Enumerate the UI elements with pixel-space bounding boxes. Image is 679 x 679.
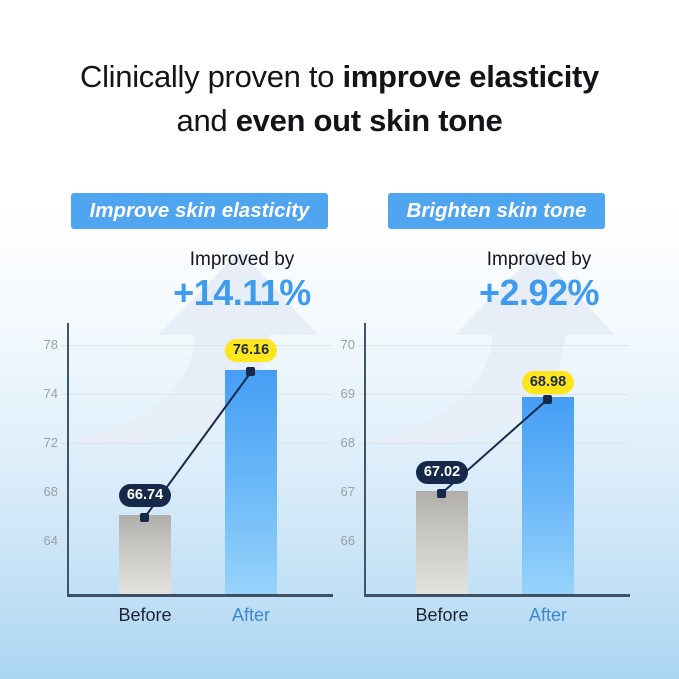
gridline (358, 541, 629, 542)
chart-title-badge: Brighten skin tone (387, 193, 606, 229)
x-axis-line (67, 594, 333, 597)
bar-after (522, 397, 574, 595)
value-badge-before: 66.74 (119, 484, 171, 507)
chart-title-badge: Improve skin elasticity (70, 193, 329, 229)
x-axis-labels: Before After (334, 605, 634, 629)
y-tick-label: 68 (43, 484, 58, 499)
marker-after (246, 367, 255, 376)
y-tick-label: 72 (43, 435, 58, 450)
y-tick-label: 70 (340, 337, 355, 352)
x-label-before: Before (118, 605, 172, 625)
gridline (358, 394, 629, 395)
value-badge-before: 67.02 (416, 461, 468, 484)
gridline (61, 394, 332, 395)
headline-line1-regular: Clinically proven to (80, 59, 343, 94)
improvement-annotation: Improved by +14.11% (142, 249, 342, 314)
y-tick-label: 69 (340, 386, 355, 401)
x-label-after: After (231, 605, 270, 625)
connector-line (441, 398, 549, 494)
gridline (358, 345, 629, 346)
connector-line (144, 371, 252, 518)
gridline (61, 345, 332, 346)
improvement-value: +2.92% (478, 272, 600, 313)
y-tick-label: 68 (340, 435, 355, 450)
plot-area: 78 74 72 68 64 66.74 76.16 (37, 323, 337, 597)
chart-title-row: Improve skin elasticity (67, 193, 332, 229)
chart-title-row: Brighten skin tone (364, 193, 629, 229)
gridline (358, 443, 629, 444)
headline-line2-bold: even out skin tone (235, 103, 503, 138)
up-arrow-watermark (37, 193, 337, 643)
value-badge-after: 76.16 (225, 339, 277, 362)
y-tick-label: 66 (340, 533, 355, 548)
plot-area: 70 69 68 67 66 67.02 68.98 (334, 323, 634, 597)
value-badge-after: 68.98 (522, 371, 574, 394)
headline-line1-bold: improve elasticity (342, 59, 599, 94)
up-arrow-watermark (334, 193, 634, 643)
y-tick-label: 67 (340, 484, 355, 499)
headline-line2-regular: and (176, 103, 236, 138)
bar-before (416, 491, 468, 595)
y-axis-line (67, 323, 69, 597)
y-tick-label: 78 (43, 337, 58, 352)
marker-before (140, 513, 149, 522)
improvement-label: Improved by (189, 249, 295, 270)
y-axis-line (364, 323, 366, 597)
y-tick-label: 64 (43, 533, 58, 548)
headline: Clinically proven to improve elasticity a… (0, 55, 679, 143)
marker-before (437, 489, 446, 498)
x-axis-line (364, 594, 630, 597)
marker-after (543, 395, 552, 404)
gridline (358, 492, 629, 493)
gridline (61, 492, 332, 493)
chart-skin-tone: Brighten skin tone Improved by +2.92% 70… (334, 193, 634, 640)
improvement-label: Improved by (486, 249, 592, 270)
x-label-after: After (528, 605, 567, 625)
x-label-before: Before (415, 605, 469, 625)
bar-before (119, 515, 171, 595)
y-tick-label: 74 (43, 386, 58, 401)
gridline (61, 443, 332, 444)
gridline (61, 541, 332, 542)
chart-skin-elasticity: Improve skin elasticity Improved by +14.… (37, 193, 337, 640)
improvement-annotation: Improved by +2.92% (439, 249, 639, 314)
bar-after (225, 370, 277, 595)
x-axis-labels: Before After (37, 605, 337, 629)
improvement-value: +14.11% (173, 272, 311, 313)
